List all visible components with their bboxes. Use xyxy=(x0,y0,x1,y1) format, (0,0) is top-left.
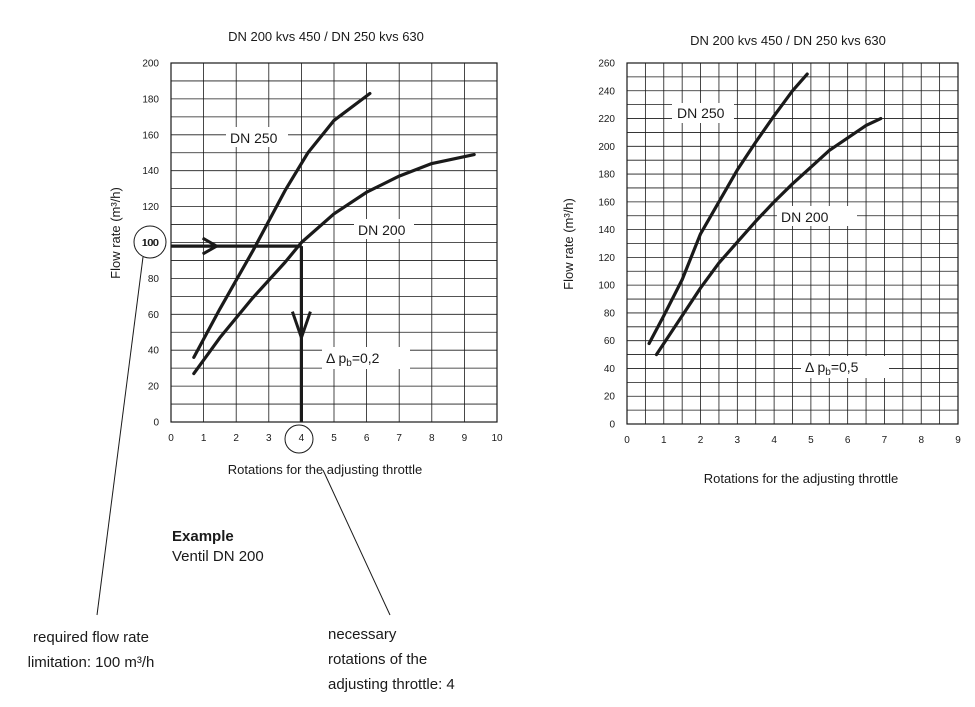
pressure-note-bg xyxy=(322,347,410,369)
y-tick-label: 60 xyxy=(604,336,616,347)
x-tick-label: 0 xyxy=(624,435,630,446)
flow-rate-marker-circle xyxy=(133,225,167,259)
series-line-dn-250 xyxy=(192,91,372,359)
example-rotation-arrowhead xyxy=(290,311,312,343)
y-tick-label: 20 xyxy=(604,392,616,403)
chart-left-x-label: Rotations for the adjusting throttle xyxy=(228,462,422,477)
y-tick-label: 40 xyxy=(148,346,160,357)
y-tick-label: 80 xyxy=(148,274,160,285)
y-tick-label: 120 xyxy=(598,253,615,264)
rotation-marker-circle xyxy=(284,424,314,454)
example-flow-arrowhead xyxy=(201,236,220,256)
y-tick-label: 0 xyxy=(609,420,615,431)
series-label-dn200: DN 200 xyxy=(358,222,406,238)
y-tick-label: 160 xyxy=(598,197,615,208)
x-tick-label: 1 xyxy=(661,435,667,446)
chart-left-title: DN 200 kvs 450 / DN 250 kvs 630 xyxy=(228,29,424,44)
x-tick-label: 6 xyxy=(364,433,370,444)
series-line-dn-250 xyxy=(647,72,809,346)
x-tick-label: 2 xyxy=(233,433,239,444)
chart-left: DN 200 kvs 450 / DN 250 kvs 630 02040608… xyxy=(96,29,503,616)
x-tick-label: 0 xyxy=(168,433,174,444)
x-tick-label: 7 xyxy=(396,433,402,444)
chart-right-x-ticks: 0 1 2 3 4 5 6 7 8 9 xyxy=(624,435,961,446)
x-tick-label: 3 xyxy=(266,433,272,444)
y-tick-label: 260 xyxy=(598,59,615,70)
chart-left-y-label: Flow rate (m³/h) xyxy=(108,187,123,279)
x-tick-label: 2 xyxy=(698,435,704,446)
flow-rate-leader xyxy=(96,256,144,616)
rotation-leader xyxy=(322,469,391,616)
pressure-note-right: Δ pb=0,5 xyxy=(805,359,859,378)
series-line-dn-200 xyxy=(192,152,476,376)
pressure-note-value: =0,2 xyxy=(352,350,380,366)
chart-right-y-label: Flow rate (m³/h) xyxy=(561,198,576,290)
flow-rate-marker-text: 100 xyxy=(142,238,159,249)
chart-left-x-ticks: 0 1 2 3 4 5 6 7 8 9 10 xyxy=(168,433,503,444)
y-tick-label: 120 xyxy=(142,202,159,213)
series-label-dn200-right: DN 200 xyxy=(781,209,829,225)
x-tick-label: 1 xyxy=(201,433,207,444)
y-tick-label: 80 xyxy=(604,308,616,319)
x-tick-label: 9 xyxy=(955,435,961,446)
series-label-bg xyxy=(226,127,288,147)
y-tick-label: 220 xyxy=(598,114,615,125)
chart-right: DN 200 kvs 450 / DN 250 kvs 630 02040608… xyxy=(561,33,961,486)
series-label-dn250: DN 250 xyxy=(230,130,278,146)
y-tick-label: 0 xyxy=(153,418,159,429)
y-tick-label: 40 xyxy=(604,364,616,375)
series-label-dn250-right: DN 250 xyxy=(677,105,725,121)
chart-right-series xyxy=(647,72,883,357)
pressure-note-symbol: Δ p xyxy=(326,350,346,366)
x-tick-label: 10 xyxy=(491,433,503,444)
chart-left-y-ticks: 0 20 40 60 80 100 120 140 160 180 200 xyxy=(142,59,159,429)
x-tick-label: 4 xyxy=(771,435,777,446)
x-tick-label: 3 xyxy=(735,435,741,446)
series-label-bg xyxy=(777,206,857,226)
chart-right-x-label: Rotations for the adjusting throttle xyxy=(704,471,898,486)
y-tick-label: 240 xyxy=(598,86,615,97)
x-tick-label: 6 xyxy=(845,435,851,446)
x-tick-label: 5 xyxy=(808,435,814,446)
example-valve: Ventil DN 200 xyxy=(172,548,264,565)
pressure-note-left: Δ pb=0,2 xyxy=(326,350,380,369)
series-label-bg xyxy=(354,219,414,239)
x-tick-label: 9 xyxy=(462,433,468,444)
y-tick-label: 100 xyxy=(142,238,159,249)
y-tick-label: 140 xyxy=(142,166,159,177)
chart-left-series xyxy=(192,91,476,376)
series-label-bg xyxy=(672,103,734,123)
chart-right-title: DN 200 kvs 450 / DN 250 kvs 630 xyxy=(690,33,886,48)
series-line-dn-200 xyxy=(654,116,883,357)
y-tick-label: 60 xyxy=(148,310,160,321)
rotation-callout-line-1: necessary xyxy=(328,626,397,643)
rotation-callout-line-2: rotations of the xyxy=(328,651,427,668)
x-tick-label: 5 xyxy=(331,433,337,444)
y-tick-label: 160 xyxy=(142,130,159,141)
x-tick-label: 4 xyxy=(299,433,305,444)
pressure-note-symbol: Δ p xyxy=(805,359,825,375)
chart-left-example-arrows xyxy=(171,236,312,422)
chart-right-y-ticks: 0 20 40 60 80 100 120 140 160 180 200 220 240 260 xyxy=(598,59,615,431)
flow-rate-callout-line-2: limitation: 100 m³/h xyxy=(28,654,155,671)
y-tick-label: 180 xyxy=(142,94,159,105)
y-tick-label: 180 xyxy=(598,170,615,181)
y-tick-label: 140 xyxy=(598,225,615,236)
x-tick-label: 8 xyxy=(429,433,435,444)
pressure-note-subscript: b xyxy=(825,367,831,378)
y-tick-label: 200 xyxy=(142,59,159,70)
rotation-callout-line-3: adjusting throttle: 4 xyxy=(328,676,455,693)
y-tick-label: 20 xyxy=(148,382,160,393)
x-tick-label: 8 xyxy=(918,435,924,446)
pressure-note-bg xyxy=(801,356,889,378)
pressure-note-subscript: b xyxy=(346,358,352,369)
pressure-note-value: =0,5 xyxy=(831,359,859,375)
y-tick-label: 200 xyxy=(598,142,615,153)
flow-rate-callout-line-1: required flow rate xyxy=(33,629,149,646)
example-heading: Example xyxy=(172,528,234,545)
y-tick-label: 100 xyxy=(598,281,615,292)
x-tick-label: 7 xyxy=(882,435,888,446)
